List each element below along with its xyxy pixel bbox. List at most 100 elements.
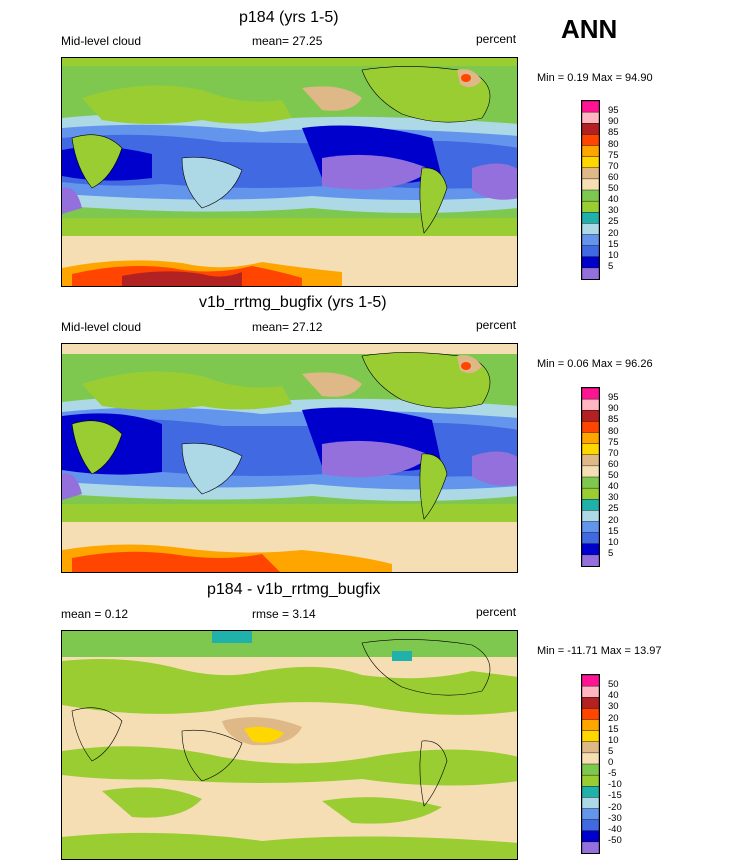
colorbar-swatch — [581, 708, 600, 721]
colorbar-swatch — [581, 443, 600, 456]
colorbar-label: 80 — [608, 425, 619, 437]
colorbar-label: 10 — [608, 536, 619, 548]
colorbar-swatch — [581, 521, 600, 534]
colorbar-swatch — [581, 730, 600, 743]
colorbar-swatch — [581, 454, 600, 467]
colorbar-swatch — [581, 499, 600, 511]
colorbar-swatch — [581, 465, 600, 478]
colorbar-label: -5 — [608, 768, 617, 780]
panel-1-variable: Mid-level cloud — [61, 34, 142, 48]
panel-1-units: percent — [476, 32, 517, 46]
colorbar-label: 40 — [608, 690, 619, 702]
colorbar-swatch — [581, 819, 600, 832]
colorbar-label: 30 — [608, 701, 619, 713]
colorbar-label: -30 — [608, 812, 622, 824]
colorbar-label: 25 — [608, 216, 619, 228]
colorbar-swatch — [581, 432, 600, 445]
colorbar-swatch — [581, 189, 600, 202]
colorbar-swatch — [581, 510, 600, 523]
panel-2-units: percent — [476, 318, 517, 332]
colorbar-label: 5 — [608, 745, 614, 757]
colorbar-label: 95 — [608, 105, 619, 117]
colorbar-swatch — [581, 476, 600, 489]
colorbar-label: 50 — [608, 470, 619, 481]
colorbar-label: 10 — [608, 249, 619, 261]
colorbar-swatch — [581, 123, 600, 135]
colorbar-swatch — [581, 543, 600, 556]
colorbar-swatch — [581, 841, 600, 854]
colorbar-swatch — [581, 387, 600, 400]
colorbar-label: 70 — [608, 160, 619, 172]
colorbar-label: 30 — [608, 205, 619, 217]
colorbar-swatch — [581, 410, 600, 422]
panel-1-map — [61, 57, 518, 287]
colorbar-swatch — [581, 830, 600, 843]
colorbar-label: 90 — [608, 403, 619, 415]
colorbar-label: 90 — [608, 116, 619, 128]
colorbar-swatch — [581, 697, 600, 709]
colorbar-swatch — [581, 100, 600, 113]
colorbar-swatch — [581, 421, 600, 434]
colorbar-swatch — [581, 256, 600, 269]
colorbar-swatch — [581, 797, 600, 810]
colorbar-swatch — [581, 167, 600, 180]
colorbar-swatch — [581, 111, 600, 124]
colorbar-swatch — [581, 808, 600, 821]
panel-3-minmax: Min = -11.71 Max = 13.97 — [537, 645, 662, 657]
colorbar-label: 40 — [608, 481, 619, 493]
colorbar-label: 15 — [608, 525, 619, 537]
panel-1-minmax: Min = 0.19 Max = 94.90 — [537, 72, 653, 84]
colorbar-label: 80 — [608, 138, 619, 150]
colorbar-swatch — [581, 267, 600, 280]
colorbar-label: -15 — [608, 790, 622, 802]
panel-3-rmse: rmse = 3.14 — [252, 607, 316, 621]
colorbar-swatch — [581, 156, 600, 169]
colorbar-swatch — [581, 245, 600, 258]
colorbar-label: 20 — [608, 712, 619, 724]
colorbar-label: 70 — [608, 447, 619, 459]
panel-2-title: v1b_rrtmg_bugfix (yrs 1-5) — [199, 294, 387, 311]
panel-3-title: p184 - v1b_rrtmg_bugfix — [207, 581, 381, 598]
colorbar-label: 60 — [608, 171, 619, 183]
colorbar-label: 60 — [608, 458, 619, 470]
colorbar-swatch — [581, 752, 600, 765]
colorbar-swatch — [581, 134, 600, 147]
colorbar-label: 5 — [608, 547, 614, 559]
colorbar-swatch — [581, 234, 600, 247]
colorbar-label: 50 — [608, 183, 619, 194]
colorbar-swatch — [581, 763, 600, 776]
colorbar-label: 15 — [608, 238, 619, 250]
colorbar-swatch — [581, 145, 600, 158]
colorbar-swatch — [581, 741, 600, 754]
colorbar-swatch — [581, 774, 600, 787]
colorbar-label: 75 — [608, 149, 619, 161]
colorbar-label: -20 — [608, 801, 622, 813]
colorbar-label: 30 — [608, 492, 619, 504]
panel-2-colorbar-swatches — [581, 387, 600, 567]
colorbar-swatch — [581, 786, 600, 798]
colorbar-swatch — [581, 178, 600, 191]
panel-3-mean: mean = 0.12 — [61, 607, 129, 621]
colorbar-swatch — [581, 674, 600, 687]
colorbar-label: 40 — [608, 194, 619, 206]
colorbar-label: 95 — [608, 392, 619, 404]
colorbar-label: 25 — [608, 503, 619, 515]
panel-2-mean: mean= 27.12 — [252, 320, 323, 334]
colorbar-swatch — [581, 532, 600, 545]
colorbar-label: -50 — [608, 834, 622, 846]
colorbar-label: 75 — [608, 436, 619, 448]
colorbar-label: 10 — [608, 734, 619, 746]
panel-1-mean: mean= 27.25 — [252, 34, 323, 48]
colorbar-label: 20 — [608, 514, 619, 526]
panel-2-map — [61, 343, 518, 573]
colorbar-swatch — [581, 398, 600, 411]
colorbar-swatch — [581, 685, 600, 698]
colorbar-swatch — [581, 487, 600, 500]
colorbar-swatch — [581, 212, 600, 224]
colorbar-swatch — [581, 200, 600, 213]
colorbar-label: -40 — [608, 823, 622, 835]
colorbar-label: 50 — [608, 679, 619, 691]
panel-3-map — [61, 630, 518, 860]
panel-1-colorbar-swatches — [581, 100, 600, 280]
colorbar-label: 85 — [608, 127, 619, 139]
